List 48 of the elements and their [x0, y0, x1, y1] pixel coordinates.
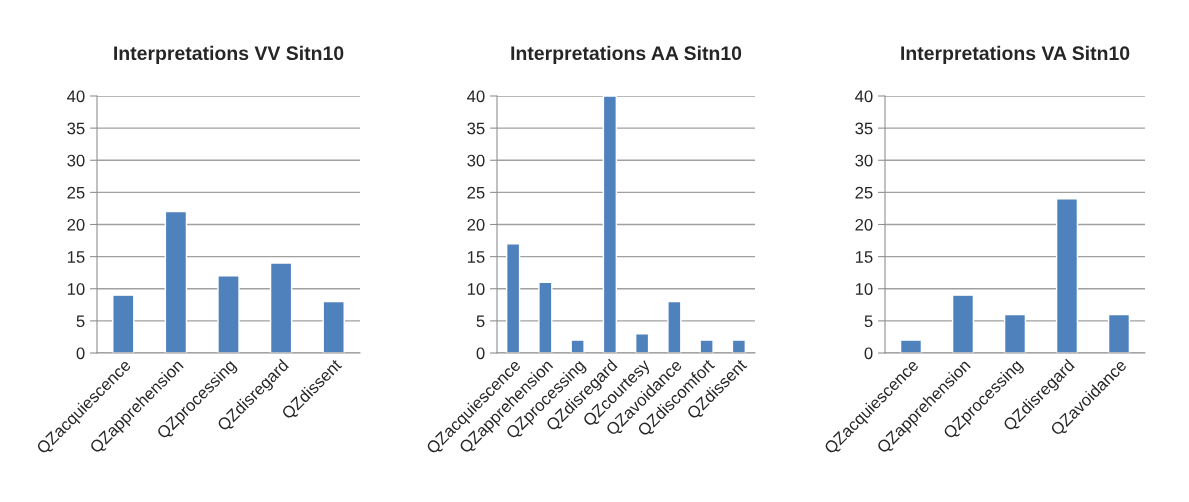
bar: [217, 275, 240, 353]
y-tick-label: 30: [855, 154, 873, 167]
y-tick-label: 40: [467, 90, 485, 103]
bar: [899, 339, 923, 353]
y-tick-label: 20: [467, 218, 485, 231]
y-tick-label: 40: [855, 90, 873, 103]
y-tick-label: 30: [67, 154, 85, 167]
chart-title: Interpretations VA Sitn10: [901, 45, 1130, 64]
y-tick-label: 10: [855, 283, 873, 295]
bar: [602, 96, 618, 353]
y-tick-label: 25: [855, 186, 873, 199]
bar: [667, 300, 682, 353]
y-tick-label: 10: [67, 283, 85, 295]
y-tick-label: 40: [67, 90, 85, 103]
bar: [538, 281, 553, 353]
y-tick-label: 35: [67, 122, 85, 135]
y-tick-label: 35: [855, 122, 873, 135]
bar: [112, 294, 135, 353]
bar: [505, 243, 521, 353]
y-tick-label: 15: [467, 251, 485, 263]
y-tick-label: 15: [855, 251, 873, 263]
bar: [1107, 313, 1131, 353]
chart-title: Interpretations VV Sitn10: [114, 45, 344, 64]
y-tick-label: 15: [67, 251, 85, 263]
y-tick-label: 5: [76, 315, 85, 328]
bar: [269, 262, 293, 353]
bar: [634, 333, 650, 353]
y-tick-label: 0: [476, 347, 485, 360]
bar: [1055, 198, 1079, 353]
y-tick-label: 25: [67, 186, 85, 199]
y-tick-label: 30: [467, 154, 485, 167]
bar: [1003, 313, 1027, 353]
bar: [164, 210, 188, 353]
y-tick-label: 0: [864, 347, 873, 360]
y-tick-label: 25: [467, 186, 485, 199]
y-tick-label: 20: [855, 218, 873, 231]
bar: [322, 300, 345, 353]
y-tick-label: 10: [467, 283, 485, 295]
y-tick-label: 5: [864, 315, 873, 328]
y-tick-label: 0: [76, 347, 85, 360]
chart-title: Interpretations AA Sitn10: [511, 45, 742, 64]
bar: [731, 339, 747, 353]
y-tick-label: 35: [467, 122, 485, 135]
bar: [699, 339, 714, 353]
y-tick-label: 5: [476, 315, 485, 328]
bar: [570, 339, 585, 353]
bar: [951, 294, 975, 353]
y-tick-label: 20: [67, 218, 85, 231]
